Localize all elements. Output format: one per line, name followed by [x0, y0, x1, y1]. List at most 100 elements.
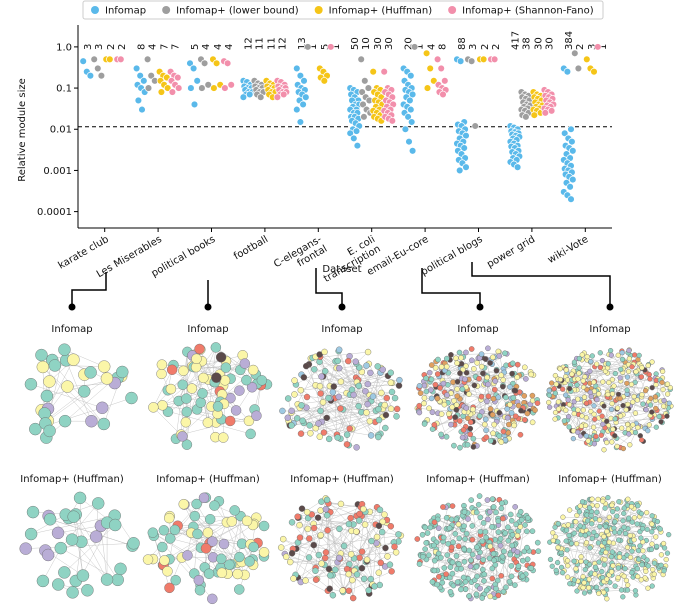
network-node	[306, 536, 312, 542]
network-node	[285, 395, 291, 401]
network-node	[505, 415, 510, 420]
network-node	[191, 354, 201, 364]
network-node	[338, 379, 344, 385]
network-title: Infomap+ (Huffman)	[290, 474, 394, 485]
network-node	[490, 497, 495, 502]
network-node	[303, 578, 309, 584]
network-node	[552, 386, 557, 391]
module-count: 38	[521, 37, 532, 50]
network-node	[567, 533, 572, 538]
network-node	[101, 372, 113, 384]
network-node	[421, 401, 426, 406]
network-node	[320, 399, 326, 405]
network-node	[644, 407, 649, 412]
network-node	[181, 394, 191, 404]
network-node	[346, 571, 352, 577]
point	[87, 72, 94, 79]
network-node	[353, 529, 359, 535]
network-node	[454, 553, 459, 558]
network	[148, 342, 272, 449]
network-node	[558, 377, 563, 382]
network-node	[553, 525, 558, 530]
network-node	[547, 405, 552, 410]
network-node	[621, 518, 626, 523]
network-node	[359, 565, 365, 571]
network-node	[509, 563, 514, 568]
point	[228, 81, 235, 88]
network-title: Infomap	[321, 324, 362, 335]
network-node	[618, 396, 623, 401]
network-node	[345, 358, 351, 364]
point	[169, 89, 176, 96]
network-node	[198, 388, 208, 398]
network-node	[606, 392, 611, 397]
network-node	[629, 570, 634, 575]
network-node	[195, 585, 205, 595]
network-node	[325, 395, 331, 401]
network-node	[483, 417, 488, 422]
network-node	[639, 511, 644, 516]
network-node	[426, 553, 431, 558]
point	[240, 94, 247, 101]
network-node	[564, 539, 569, 544]
network-node	[596, 591, 601, 596]
network-node	[551, 538, 556, 543]
network-node	[664, 557, 669, 562]
network-node	[572, 360, 577, 365]
network-node	[444, 434, 449, 439]
network-node	[625, 375, 630, 380]
point	[190, 65, 197, 72]
network-node	[496, 593, 501, 598]
network-node	[623, 531, 628, 536]
network-node	[437, 385, 442, 390]
network-node	[327, 586, 333, 592]
network-node	[648, 403, 653, 408]
network-node	[283, 554, 289, 560]
network-node	[592, 572, 597, 577]
network-node	[43, 376, 55, 388]
network-node	[499, 373, 504, 378]
network-node	[116, 366, 128, 378]
network-node	[511, 395, 516, 400]
network	[415, 346, 540, 451]
module-count: 88	[457, 37, 468, 50]
point	[274, 94, 281, 101]
network	[143, 493, 269, 604]
network-node	[593, 565, 598, 570]
network-node	[194, 575, 204, 585]
network-node	[396, 383, 402, 389]
network-node	[507, 384, 512, 389]
point	[174, 74, 181, 81]
network-node	[453, 356, 458, 361]
network-node	[474, 510, 479, 515]
network-node	[429, 362, 434, 367]
network-node	[474, 592, 479, 597]
network-node	[485, 346, 490, 351]
network-node	[417, 410, 422, 415]
network-node	[92, 497, 104, 509]
point	[91, 56, 98, 63]
network-node	[444, 356, 449, 361]
network-node	[653, 394, 658, 399]
network-node	[321, 430, 327, 436]
network-node	[582, 395, 587, 400]
network-node	[624, 381, 629, 386]
network-node	[567, 402, 572, 407]
network-node	[586, 438, 591, 443]
network-node	[490, 576, 495, 581]
network-node	[433, 382, 438, 387]
network-node	[336, 347, 342, 353]
network-node	[491, 396, 496, 401]
network-node	[449, 517, 454, 522]
network-node	[615, 444, 620, 449]
network-node	[455, 580, 460, 585]
network-node	[289, 408, 295, 414]
network-node	[629, 504, 634, 509]
network-node	[635, 522, 640, 527]
point	[441, 77, 448, 84]
point	[427, 65, 434, 72]
module-count: 11	[266, 37, 277, 50]
point	[456, 167, 463, 174]
network-node	[442, 565, 447, 570]
network-node	[336, 394, 342, 400]
